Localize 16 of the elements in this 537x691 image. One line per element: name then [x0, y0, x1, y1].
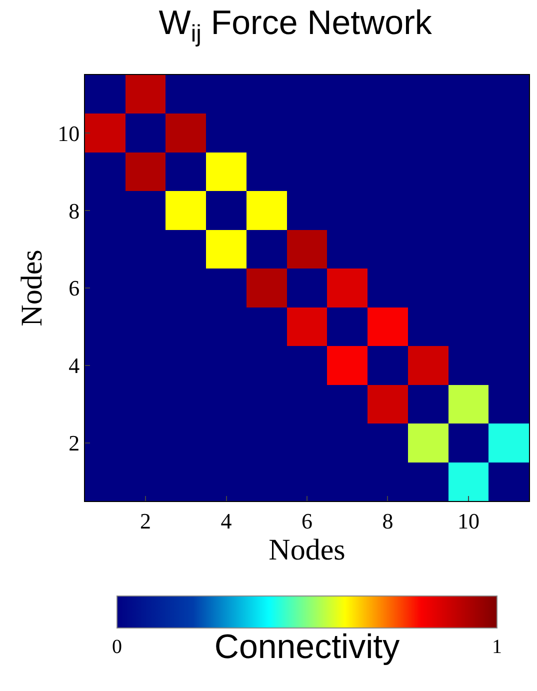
x-axis-title: Nodes — [268, 533, 346, 566]
x-tick-label: 4 — [220, 508, 232, 534]
color-bar-title: Connectivity — [214, 628, 400, 666]
y-axis-title: Nodes — [16, 250, 49, 326]
y-tick-label: 6 — [68, 276, 80, 301]
x-tick-label: 2 — [140, 508, 152, 534]
y-tick-label: 2 — [68, 430, 80, 456]
color-bar-label: 1 — [492, 636, 502, 658]
chart-title: W$_{ij}$ Force Network — [158, 4, 433, 48]
color-bar-label: 0 — [112, 636, 122, 658]
y-tick-label: 4 — [68, 353, 80, 378]
y-tick-label: 10 — [58, 120, 80, 146]
y-tick-label: 8 — [68, 198, 80, 224]
x-tick-label: 8 — [382, 508, 394, 534]
x-tick-label: 6 — [302, 508, 312, 534]
x-tick-label: 10 — [457, 508, 480, 534]
